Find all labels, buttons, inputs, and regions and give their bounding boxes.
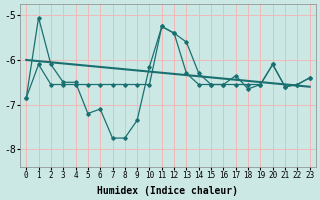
- X-axis label: Humidex (Indice chaleur): Humidex (Indice chaleur): [98, 186, 238, 196]
